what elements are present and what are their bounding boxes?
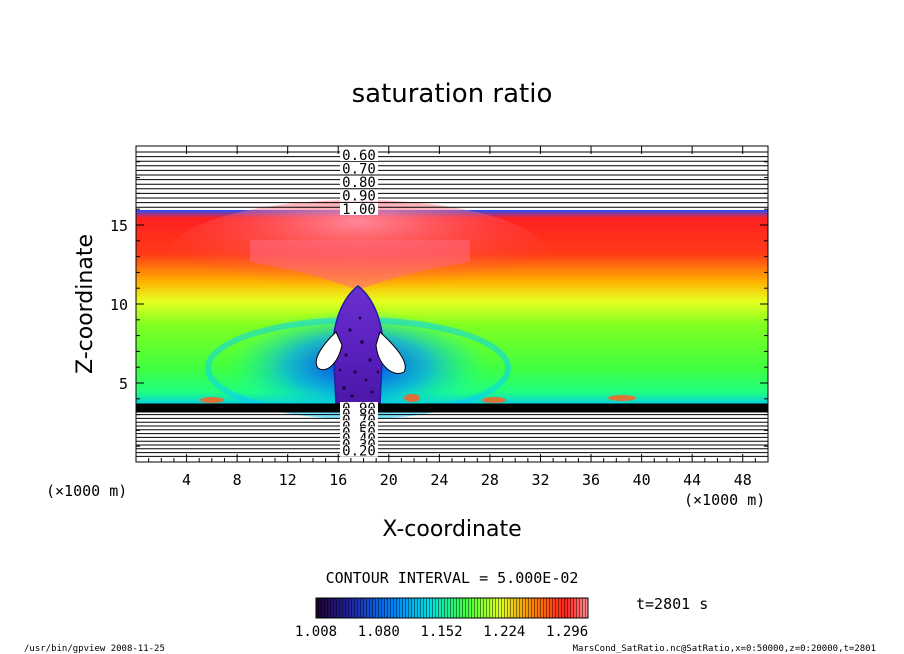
- contour-label-bg: [340, 149, 378, 161]
- y-tick-label: 15: [110, 217, 128, 235]
- x-tick-label: 8: [233, 471, 242, 489]
- right-lobe: [375, 331, 406, 374]
- contour-label: 0.90: [342, 189, 376, 205]
- plume-speckles: [338, 316, 380, 398]
- colorbar-tick-label: 1.224: [483, 624, 525, 640]
- contour-label: 0.60: [342, 148, 376, 164]
- y-axis: 5 10 15: [110, 161, 768, 447]
- x-tick-label: 4: [182, 471, 191, 489]
- time-label: t=2801 s: [636, 595, 708, 613]
- x-tick-label: 40: [633, 471, 651, 489]
- y-tick-label: 10: [110, 296, 128, 314]
- footer-left: /usr/bin/gpview 2008-11-25: [24, 644, 165, 654]
- y-axis-title: Z-coordinate: [73, 234, 98, 374]
- contour-label-bg: [340, 189, 378, 202]
- x-tick-label: 20: [380, 471, 398, 489]
- lower-contour-labels: 0.900.800.700.600.500.400.300.20: [340, 401, 378, 460]
- plot-area: 0.600.700.800.901.00 0.900.800.700.600.5…: [136, 146, 768, 462]
- x-tick-label: 36: [582, 471, 600, 489]
- contour-label-bg: [340, 162, 378, 175]
- x-tick-label: 32: [531, 471, 549, 489]
- contour-label-bg: [340, 176, 378, 188]
- colorbar-tick-label: 1.080: [358, 624, 400, 640]
- chart-title: saturation ratio: [352, 79, 553, 109]
- x-unit-label: (×1000 m): [684, 491, 765, 509]
- x-tick-label: 16: [329, 471, 347, 489]
- surface-blobs: [200, 394, 636, 403]
- x-axis-title: X-coordinate: [382, 517, 521, 542]
- y-unit-label: (×1000 m): [46, 482, 127, 500]
- left-lobe: [315, 331, 343, 371]
- colorbar-tick-label: 1.008: [295, 624, 337, 640]
- colorbar-tick-label: 1.296: [546, 624, 588, 640]
- contour-label: 0.20: [342, 444, 376, 460]
- contour-label: 1.00: [342, 202, 376, 218]
- x-tick-label: 48: [734, 471, 752, 489]
- contour-label: 0.70: [342, 162, 376, 178]
- x-tick-label: 44: [683, 471, 701, 489]
- x-axis: 4 8 12 16 20 24 28 32 36 40 44 48: [148, 146, 756, 489]
- y-tick-label: 5: [119, 375, 128, 393]
- footer-right: MarsCond_SatRatio.nc@SatRatio,x=0:50000,…: [573, 644, 876, 654]
- colorbar-tick-label: 1.152: [420, 624, 462, 640]
- x-tick-label: 24: [430, 471, 448, 489]
- contour-label: 0.80: [342, 175, 376, 191]
- upper-contour-labels: 0.600.700.800.901.00: [340, 148, 378, 218]
- upper-contour-lines: [136, 151, 768, 208]
- x-tick-label: 28: [481, 471, 499, 489]
- contour-interval: CONTOUR INTERVAL = 5.000E-02: [326, 569, 579, 587]
- lower-contour-lines: [136, 403, 768, 457]
- contour-label-bg: [340, 444, 378, 457]
- colorbar: 1.008 1.080 1.152 1.224 1.296: [295, 597, 589, 640]
- red-funnel: [250, 240, 470, 290]
- boundary-band: [136, 403, 768, 413]
- x-tick-label: 12: [279, 471, 297, 489]
- contour-label-bg: [340, 203, 378, 215]
